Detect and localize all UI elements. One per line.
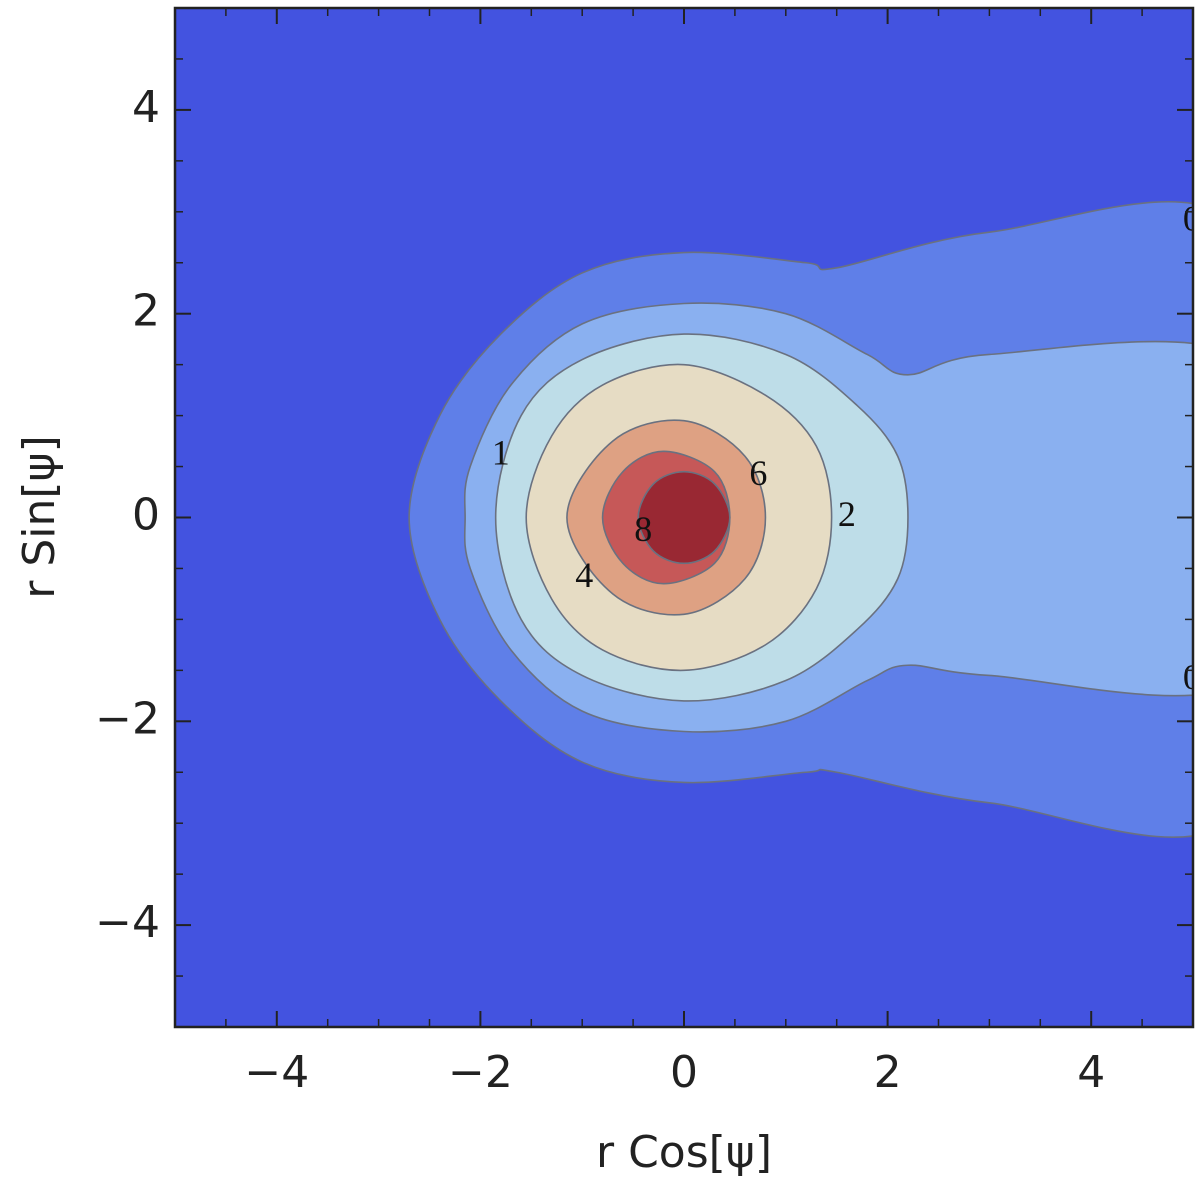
x-axis-label: r Cos[ψ] bbox=[596, 1127, 772, 1178]
y-tick-label: −2 bbox=[95, 693, 160, 744]
contour-label: 1 bbox=[492, 433, 510, 473]
y-tick-label: 0 bbox=[132, 490, 160, 541]
x-tick-label: 2 bbox=[874, 1047, 902, 1098]
contour-label: 6 bbox=[749, 453, 767, 493]
y-tick-label: 4 bbox=[132, 82, 160, 133]
x-tick-label: −2 bbox=[448, 1047, 513, 1098]
contour-label: 8 bbox=[634, 509, 652, 549]
contour-label: 2 bbox=[838, 494, 856, 534]
contour-label: 0.5 bbox=[1183, 657, 1200, 697]
y-axis-label: r Sin[ψ] bbox=[14, 435, 65, 598]
contour-region bbox=[637, 470, 731, 565]
x-tick-label: −4 bbox=[244, 1047, 309, 1098]
x-tick-label: 4 bbox=[1077, 1047, 1105, 1098]
plot-area: 0.25 0.5 1 2 4 6 8 bbox=[175, 8, 1200, 1027]
contour-label: 0.25 bbox=[1183, 198, 1200, 238]
contour-label: 4 bbox=[575, 555, 593, 595]
x-tick-label: 0 bbox=[670, 1047, 698, 1098]
y-tick-label: 2 bbox=[132, 286, 160, 337]
y-tick-label: −4 bbox=[95, 897, 160, 948]
